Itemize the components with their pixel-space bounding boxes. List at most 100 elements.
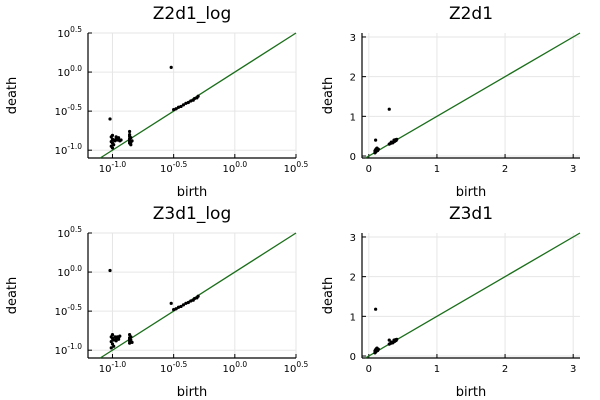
x-tick-label: 1: [434, 364, 440, 375]
chart-panel-z3d1: 0 1 2 3 0 1 2 3 Z3d1 birth death: [321, 204, 581, 400]
chart-panel-z3d1-log: 10-1.0 10-0.5 100.0 100.5 10-1.0 10-0.5 100.0 1…: [5, 204, 309, 400]
chart-panel-z2d1: 0 1 2 3 0 1 2 3 Z2d1 birth death: [321, 4, 581, 200]
data-point: [179, 104, 183, 109]
y-tick-label: 0: [350, 352, 356, 363]
data-point: [189, 299, 193, 303]
data-point: [389, 140, 393, 144]
diagonal-line: [365, 232, 581, 359]
data-point: [114, 339, 118, 343]
y-tick-label: 10-1.0: [55, 342, 83, 357]
x-tick-label: 10-1.0: [99, 160, 127, 175]
data-point: [112, 344, 116, 348]
y-tick-label: 3: [350, 233, 356, 244]
chart-panel-z2d1-log: 10-1.0 10-0.5 100.0 100.5 10-1.0 10-0.5 100.0 1…: [5, 4, 309, 200]
x-tick-label: 1: [434, 164, 440, 175]
data-point: [128, 129, 132, 134]
x-tick-label: 0: [366, 164, 372, 175]
x-tick-label: 2: [502, 364, 508, 375]
x-tick-label: 100.5: [284, 160, 309, 175]
data-point: [109, 135, 113, 139]
data-point: [374, 307, 378, 311]
x-axis-label: birth: [456, 385, 487, 400]
x-tick-label: 10-0.5: [160, 360, 188, 375]
y-tick-label: 100.0: [57, 264, 82, 279]
diagonal-line: [365, 32, 581, 159]
data-point: [387, 338, 391, 342]
y-axis-label: death: [5, 77, 20, 115]
data-point: [181, 303, 186, 307]
y-tick-label: 0: [350, 152, 356, 163]
data-point: [176, 305, 181, 309]
data-point: [128, 341, 132, 345]
data-point: [110, 342, 115, 346]
data-point: [129, 140, 133, 144]
data-point: [395, 137, 399, 141]
chart-title: Z2d1_log: [153, 4, 231, 24]
data-point: [129, 338, 133, 342]
y-tick-label: 2: [350, 273, 356, 284]
y-tick-label: 10-0.5: [55, 303, 83, 318]
data-point: [186, 100, 190, 105]
x-tick-label: 100.5: [284, 360, 309, 375]
data-point: [174, 107, 178, 111]
y-tick-label: 10-1.0: [55, 142, 83, 157]
data-point: [196, 294, 200, 298]
y-tick-label: 100.5: [57, 25, 82, 40]
data-point: [130, 340, 134, 344]
data-point: [169, 301, 173, 305]
data-point: [110, 146, 115, 150]
x-axis-label: birth: [456, 185, 487, 200]
data-point: [179, 304, 183, 309]
data-point: [376, 147, 380, 151]
data-point: [174, 307, 178, 311]
data-point: [387, 107, 391, 111]
data-point: [184, 101, 188, 105]
data-point: [129, 335, 133, 339]
data-point: [128, 332, 132, 337]
data-point: [374, 138, 378, 142]
y-tick-label: 100.5: [57, 225, 82, 240]
data-point: [176, 105, 181, 109]
x-tick-label: 10-0.5: [160, 160, 188, 175]
x-tick-label: 3: [570, 364, 576, 375]
data-point: [114, 135, 118, 139]
data-point: [108, 117, 112, 121]
chart-title: Z3d1: [449, 204, 493, 224]
data-point: [129, 143, 133, 147]
y-tick-label: 10-0.5: [55, 103, 83, 118]
data-point: [184, 301, 188, 305]
x-axis-label: birth: [177, 385, 208, 400]
data-point: [116, 136, 121, 140]
chart-title: Z3d1_log: [153, 204, 231, 224]
y-tick-label: 3: [350, 33, 356, 44]
data-point: [172, 107, 176, 112]
x-tick-label: 100.0: [222, 160, 247, 175]
y-axis-label: death: [321, 277, 336, 315]
chart-title: Z2d1: [449, 4, 493, 24]
data-point: [169, 65, 173, 69]
data-point: [128, 132, 132, 137]
y-tick-label: 1: [350, 112, 356, 123]
data-point: [119, 138, 123, 142]
data-point: [376, 347, 380, 351]
data-point: [196, 94, 200, 98]
y-tick-label: 1: [350, 312, 356, 323]
data-point: [395, 337, 399, 341]
data-point: [109, 346, 113, 350]
data-point: [112, 143, 116, 147]
x-tick-label: 10-1.0: [99, 360, 127, 375]
x-tick-label: 0: [366, 364, 372, 375]
x-tick-label: 2: [502, 164, 508, 175]
data-point: [172, 307, 176, 312]
x-tick-label: 3: [570, 164, 576, 175]
y-tick-label: 2: [350, 73, 356, 84]
data-point: [108, 268, 112, 273]
data-point: [181, 103, 186, 107]
y-axis-label: death: [321, 77, 336, 115]
x-axis-label: birth: [177, 185, 208, 200]
data-point: [109, 339, 113, 344]
y-tick-label: 100.0: [57, 64, 82, 79]
data-point: [389, 340, 393, 344]
data-point: [116, 337, 121, 341]
data-point: [112, 338, 116, 342]
